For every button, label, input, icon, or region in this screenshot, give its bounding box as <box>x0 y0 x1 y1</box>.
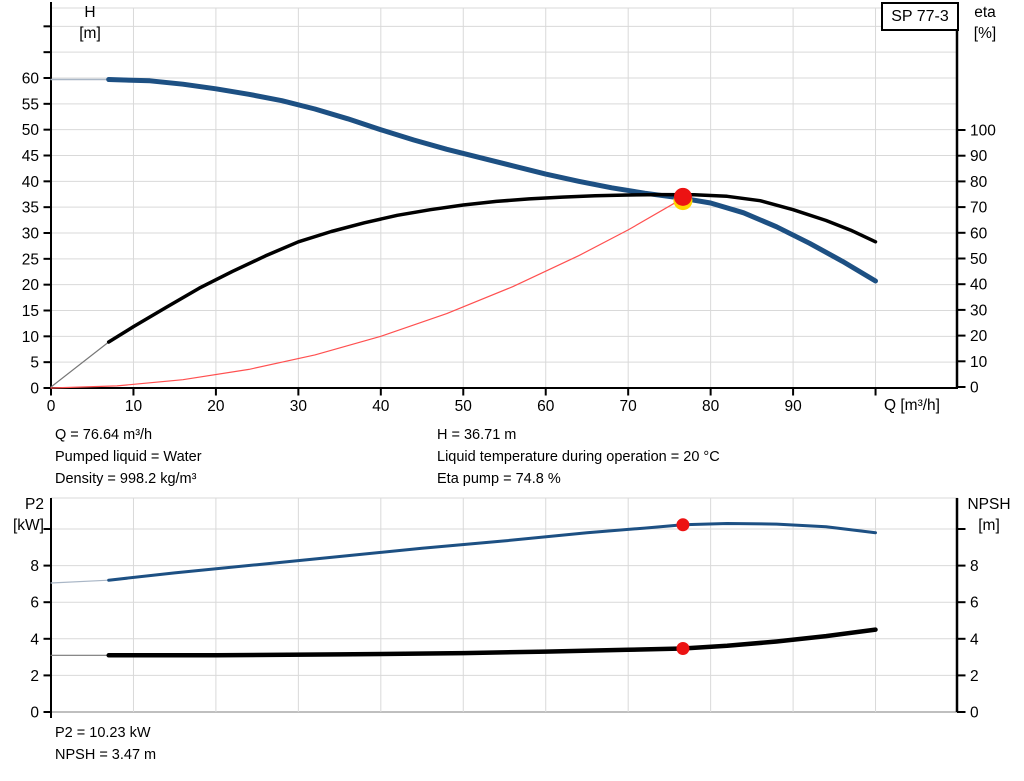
p2-tick-label: 8 <box>30 558 39 575</box>
NPSH curve <box>106 627 878 658</box>
eta-tick-label: 30 <box>970 302 988 319</box>
npsh-axis-unit: [m] <box>978 517 1000 534</box>
q-tick-label: 60 <box>537 398 555 415</box>
q-tick-label: 50 <box>455 398 473 415</box>
p2-tick-label: 6 <box>30 595 39 612</box>
annotation-flow: Q = 76.64 m³/h <box>55 427 153 443</box>
p2-tick-label: 2 <box>30 668 39 685</box>
q-tick-label: 80 <box>702 398 720 415</box>
eta-tick-label: 10 <box>970 354 988 371</box>
h-tick-label: 60 <box>22 70 40 87</box>
pump-type-badge: SP 77-3 <box>881 2 959 31</box>
system curve <box>50 197 684 389</box>
h-tick-label: 10 <box>22 329 40 346</box>
p2-tick-label: 0 <box>30 705 39 722</box>
annotation-eta: Eta pump = 74.8 % <box>437 471 561 487</box>
eta-tick-label: 60 <box>970 225 988 242</box>
q-tick-label: 0 <box>47 398 56 415</box>
h-tick-label: 25 <box>22 251 39 268</box>
annotation-temperature: Liquid temperature during operation = 20… <box>437 449 720 465</box>
duty-point-marker <box>676 518 690 532</box>
annotation-p2: P2 = 10.23 kW <box>55 725 151 741</box>
eta-tick-label: 90 <box>970 148 988 165</box>
eta-tick-label: 40 <box>970 277 988 294</box>
flow-axis-title: Q [m³/h] <box>884 397 940 414</box>
duty-annotation-right: H = 36.71 m Liquid temperature during op… <box>437 424 720 490</box>
p2-lead-in <box>50 579 110 584</box>
head-axis-symbol: H <box>84 4 96 21</box>
duty-point-marker <box>673 187 692 206</box>
power-axis-symbol: P2 <box>25 496 44 513</box>
npsh-tick-label: 2 <box>970 668 979 685</box>
annotation-npsh: NPSH = 3.47 m <box>55 747 157 763</box>
q-tick-label: 70 <box>620 398 638 415</box>
annotation-liquid: Pumped liquid = Water <box>55 449 202 465</box>
q-tick-label: 90 <box>784 398 802 415</box>
h-tick-label: 5 <box>30 355 39 372</box>
eta efficiency curve <box>106 192 878 344</box>
h-tick-label: 50 <box>22 122 40 139</box>
eta-tick-label: 70 <box>970 200 988 217</box>
npsh-axis-symbol: NPSH <box>967 496 1011 513</box>
eta-lead-in <box>50 341 110 388</box>
h-tick-label: 15 <box>22 303 39 320</box>
eta-axis-title: eta [%] <box>962 2 1008 44</box>
eta-axis-unit: [%] <box>973 25 997 42</box>
npsh-tick-label: 8 <box>970 558 979 575</box>
h-tick-label: 20 <box>22 277 40 294</box>
duty-annotation-left: Q = 76.64 m³/h Pumped liquid = Water Den… <box>55 424 202 490</box>
q-tick-label: 30 <box>290 398 308 415</box>
power-axis-title: P2 [kW] <box>0 494 44 536</box>
QH head curve <box>106 77 878 284</box>
eta-tick-label: 100 <box>970 123 996 140</box>
npsh-axis-title: NPSH [m] <box>960 494 1018 536</box>
annotation-density: Density = 998.2 kg/m³ <box>55 471 197 487</box>
q-tick-label: 10 <box>125 398 143 415</box>
q-tick-label: 40 <box>372 398 390 415</box>
duty-annotation-bottom: P2 = 10.23 kW NPSH = 3.47 m <box>55 722 156 766</box>
npsh-tick-label: 6 <box>970 595 979 612</box>
p2-tick-label: 4 <box>30 631 39 648</box>
h-tick-label: 55 <box>22 96 39 113</box>
duty-point-marker <box>676 641 690 655</box>
eta-tick-label: 20 <box>970 328 988 345</box>
h-tick-label: 45 <box>22 148 39 165</box>
head-axis-title: H [m] <box>64 2 116 44</box>
eta-tick-label: 0 <box>970 380 979 397</box>
npsh-tick-label: 4 <box>970 631 979 648</box>
npsh-tick-label: 0 <box>970 705 979 722</box>
eta-tick-label: 50 <box>970 251 988 268</box>
h-tick-label: 40 <box>22 174 40 191</box>
q-tick-label: 20 <box>207 398 225 415</box>
h-tick-label: 30 <box>22 225 40 242</box>
eta-axis-symbol: eta <box>974 4 996 21</box>
P2 power curve <box>107 522 877 582</box>
h-tick-label: 35 <box>22 200 39 217</box>
h-tick-label: 0 <box>30 381 39 398</box>
eta-tick-label: 80 <box>970 174 988 191</box>
annotation-head: H = 36.71 m <box>437 427 517 443</box>
power-axis-unit: [kW] <box>13 517 44 534</box>
head-axis-unit: [m] <box>79 25 101 42</box>
